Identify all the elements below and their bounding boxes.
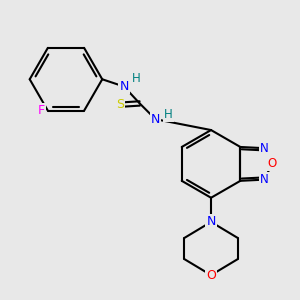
Text: F: F: [38, 104, 45, 117]
Text: O: O: [206, 268, 216, 282]
Text: N: N: [260, 173, 269, 186]
Text: N: N: [151, 113, 160, 126]
Text: N: N: [260, 142, 269, 155]
Text: H: H: [164, 108, 173, 121]
Text: N: N: [119, 80, 129, 93]
Text: O: O: [267, 158, 276, 170]
Text: N: N: [206, 215, 216, 228]
Text: H: H: [132, 72, 140, 85]
Text: S: S: [116, 98, 124, 111]
